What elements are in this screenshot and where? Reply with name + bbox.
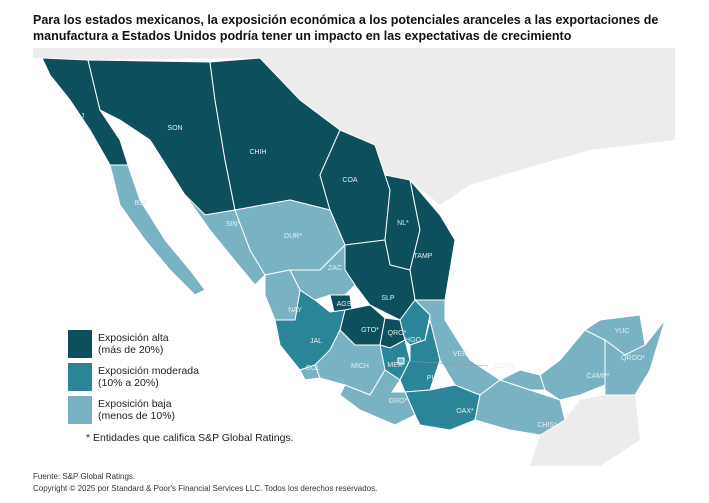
central-america-land bbox=[530, 395, 640, 466]
title-line: manufactura a Estados Unidos podría tene… bbox=[33, 29, 572, 43]
state-label: QROO* bbox=[621, 355, 645, 362]
state-label: ZAC bbox=[328, 265, 342, 272]
state-label: GRO* bbox=[389, 398, 408, 405]
state-label: OAX* bbox=[456, 408, 474, 415]
state-label: BJS bbox=[135, 200, 148, 207]
state-shape bbox=[474, 379, 566, 436]
state-label: MEX bbox=[387, 362, 403, 369]
legend-label: Exposición moderada bbox=[98, 365, 199, 377]
copyright: Copyright © 2025 por Standard & Poor's F… bbox=[33, 484, 377, 493]
state-label: NL* bbox=[397, 220, 409, 227]
state-label: GTO* bbox=[361, 327, 379, 334]
state-label: YUC bbox=[615, 328, 630, 335]
state-label: SON bbox=[167, 125, 182, 132]
legend: Exposición alta(más de 20%) Exposición mo… bbox=[68, 330, 199, 424]
legend-swatch bbox=[68, 363, 92, 391]
state-label: AGS bbox=[337, 301, 352, 308]
state-shape bbox=[397, 357, 405, 365]
legend-label: (10% a 20%) bbox=[98, 377, 159, 389]
state-label: SLP bbox=[381, 295, 395, 302]
state-label: MICH bbox=[351, 363, 369, 370]
state-shape bbox=[339, 369, 416, 426]
us-land bbox=[33, 48, 675, 205]
legend-label: Exposición baja bbox=[98, 398, 172, 410]
state-label: QRO* bbox=[388, 330, 407, 337]
state-shape bbox=[264, 269, 301, 321]
legend-swatch bbox=[68, 396, 92, 424]
state-label: PUE bbox=[427, 375, 442, 382]
state-label: CAMP* bbox=[587, 373, 610, 380]
title-line: Para los estados mexicanos, la exposició… bbox=[33, 13, 658, 27]
state-shape bbox=[604, 319, 666, 396]
leader-line bbox=[404, 360, 489, 367]
state-shape bbox=[314, 329, 386, 396]
state-label: BJ bbox=[76, 113, 84, 120]
state-label: COL bbox=[306, 365, 321, 372]
state-label: JAL bbox=[310, 338, 322, 345]
state-label: COA bbox=[342, 177, 358, 184]
state-label: CDMX bbox=[495, 363, 516, 370]
state-label: CHIH bbox=[249, 149, 266, 156]
state-label: NAY bbox=[288, 307, 302, 314]
legend-label: Exposición alta bbox=[98, 332, 169, 344]
state-label: SIN* bbox=[226, 221, 241, 228]
legend-label: (menos de 10%) bbox=[98, 410, 175, 422]
state-label: CHIS* bbox=[537, 422, 557, 429]
legend-swatch bbox=[68, 330, 92, 358]
footnote: * Entidades que califica S&P Global Rati… bbox=[86, 432, 294, 444]
states: BJ SON CHIH COA NL* TAMP SLP AGS GTO* QRO* JAL MEX H… bbox=[41, 57, 666, 436]
state-label: HGO bbox=[405, 337, 422, 344]
source: Fuente: S&P Global Ratings. bbox=[33, 472, 135, 481]
state-label: DUR* bbox=[284, 233, 302, 240]
legend-label: (más de 20%) bbox=[98, 344, 163, 356]
state-label: VER bbox=[453, 351, 467, 358]
state-shape bbox=[109, 164, 206, 296]
state-shape bbox=[289, 243, 356, 301]
state-label: TAMP bbox=[414, 253, 433, 260]
